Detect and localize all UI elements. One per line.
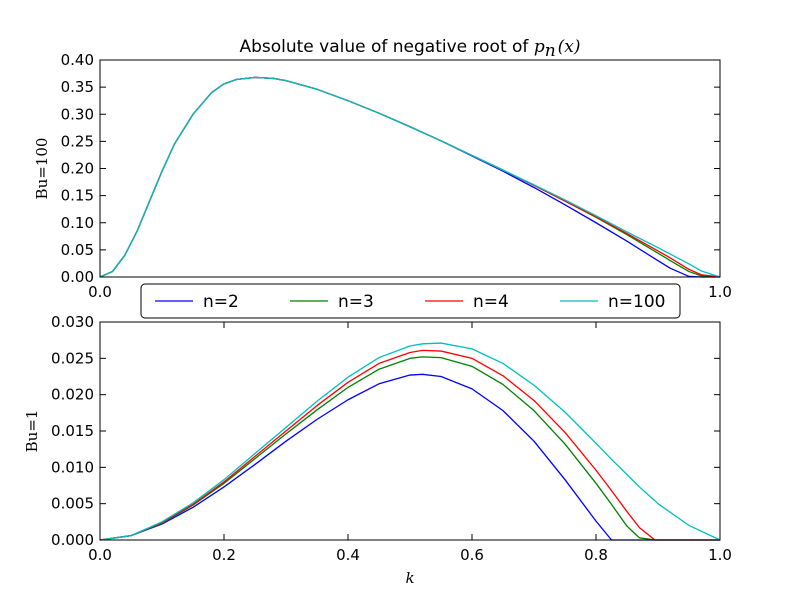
x-tick-label: 1.0 [708, 283, 732, 301]
legend-label-n2: n=2 [203, 292, 239, 312]
y-tick-label: 0.015 [51, 422, 94, 440]
series-line-n100-plot1 [99, 76, 721, 278]
x-tick-label: 0.0 [88, 283, 112, 301]
x-tick-label: 0.0 [88, 546, 112, 564]
y-tick-label: 0.00 [61, 268, 94, 286]
series-line-n100-plot2 [99, 342, 721, 541]
legend-box [140, 283, 681, 319]
y-tick-label: 0.30 [61, 105, 94, 123]
series-line-n2-plot2 [99, 373, 720, 541]
y-tick-label: 0.020 [51, 386, 94, 404]
series-line-n3-plot2 [99, 356, 720, 541]
y-tick-label: 0.000 [51, 531, 94, 549]
y-tick-label: 0.005 [51, 495, 94, 513]
y-tick-label: 0.010 [51, 458, 94, 476]
series-line-n4-plot1 [99, 76, 721, 278]
y-tick-label: 0.05 [61, 241, 94, 259]
y-tick-label: 0.25 [61, 132, 94, 150]
x-tick-label: 0.2 [212, 546, 236, 564]
y-tick-label: 0.10 [61, 214, 94, 232]
series-line-n4-plot2 [99, 349, 720, 541]
legend-label-n100: n=100 [608, 292, 665, 312]
plot-frame-1 [99, 59, 721, 278]
x-axis-label: k [405, 569, 414, 587]
y-tick-label: 0.030 [51, 313, 94, 331]
y-tick-label: 0.35 [61, 78, 94, 96]
x-tick-label: 0.4 [336, 546, 360, 564]
y-tick-label: 0.025 [51, 349, 94, 367]
series-line-n3-plot1 [99, 76, 721, 278]
legend-label-n4: n=4 [473, 292, 509, 312]
x-tick-label: 0.8 [584, 546, 608, 564]
y-axis-label: Bu=1 [23, 410, 41, 453]
x-tick-label: 0.6 [460, 546, 484, 564]
x-tick-label: 1.0 [708, 546, 732, 564]
y-axis-label: Bu=100 [33, 138, 51, 200]
y-tick-label: 0.20 [61, 160, 94, 178]
legend-label-n3: n=3 [338, 292, 374, 312]
series-line-n2-plot1 [99, 76, 720, 278]
y-tick-label: 0.40 [61, 51, 94, 69]
y-tick-label: 0.15 [61, 187, 94, 205]
chart-title: Absolute value of negative root of pn (x) [239, 37, 580, 61]
